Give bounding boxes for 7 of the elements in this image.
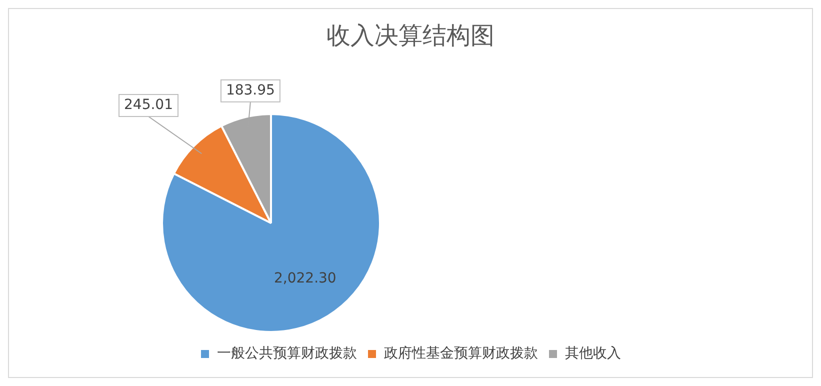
legend-label: 政府性基金预算财政拨款	[384, 346, 538, 362]
legend-label: 一般公共预算财政拨款	[217, 346, 357, 362]
legend-label: 其他收入	[565, 346, 621, 362]
data-label: 2,022.30	[274, 270, 336, 286]
data-label: 183.95	[226, 82, 275, 98]
chart-title: 收入决算结构图	[326, 22, 494, 50]
data-label: 245.01	[124, 97, 173, 114]
